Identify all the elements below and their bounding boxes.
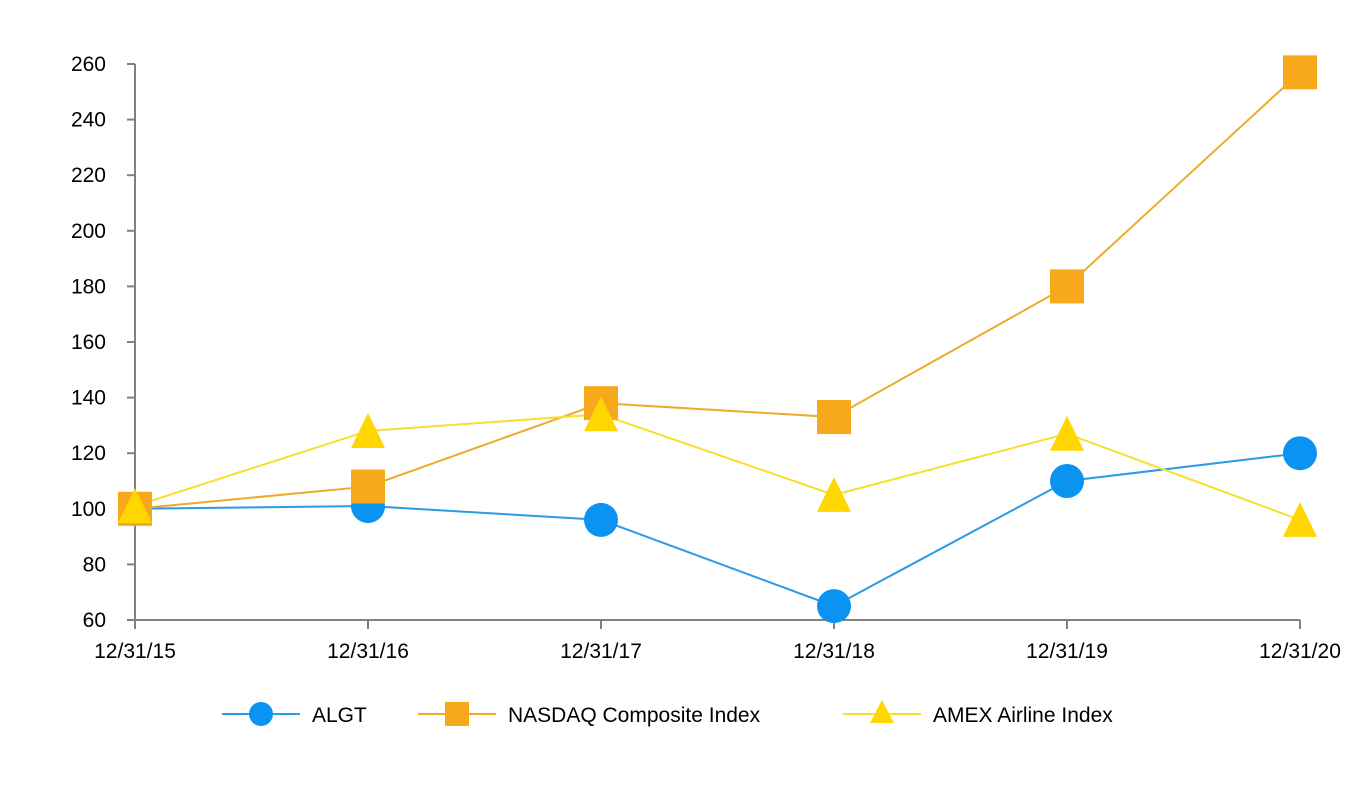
- y-tick-label: 80: [83, 553, 106, 576]
- data-point-algt: [584, 502, 618, 537]
- y-axis-ticks: 60 80 100 120 140 160 180 200 220 240 260: [71, 53, 135, 632]
- y-tick-label: 220: [71, 164, 106, 187]
- y-tick-label: 60: [83, 609, 106, 632]
- y-tick-label: 240: [71, 109, 106, 132]
- legend-label-nasdaq-composite-index: NASDAQ Composite Index: [508, 704, 761, 727]
- series-markers: [118, 55, 1317, 624]
- data-point-algt: [817, 589, 851, 624]
- data-point-algt: [1050, 464, 1084, 498]
- y-tick-label: 180: [71, 275, 106, 298]
- y-tick-label: 120: [71, 442, 106, 465]
- series-line-nasdaq-composite-index: [134, 71, 1301, 510]
- legend: ALGT NASDAQ Composite Index AMEX Airline I…: [222, 700, 1113, 727]
- data-point-algt: [1283, 436, 1317, 471]
- data-point-amex-airline-index: [1050, 415, 1084, 451]
- legend-marker-amex-airline-index: [870, 700, 894, 723]
- data-point-nasdaq-composite-index: [817, 400, 851, 435]
- data-point-amex-airline-index: [1283, 502, 1317, 537]
- x-tick-label: 12/31/17: [560, 640, 642, 663]
- y-tick-label: 200: [71, 220, 106, 243]
- x-tick-label: 12/31/20: [1259, 640, 1341, 663]
- legend-marker-nasdaq-composite-index: [445, 702, 469, 726]
- x-tick-label: 12/31/18: [793, 640, 875, 663]
- y-tick-label: 140: [71, 387, 106, 410]
- x-tick-label: 12/31/16: [327, 640, 409, 663]
- x-tick-label: 12/31/15: [94, 640, 176, 663]
- y-tick-label: 100: [71, 498, 106, 521]
- y-tick-label: 260: [71, 53, 106, 76]
- series-line-algt: [134, 452, 1301, 608]
- data-point-nasdaq-composite-index: [1283, 55, 1317, 90]
- series-lines: [134, 71, 1301, 608]
- y-tick-label: 160: [71, 331, 106, 354]
- x-tick-label: 12/31/19: [1026, 640, 1108, 663]
- x-axis-ticks: 12/31/15 12/31/16 12/31/17 12/31/18 12/31/19…: [94, 620, 1341, 663]
- data-point-nasdaq-composite-index: [1050, 269, 1084, 304]
- series-line-amex-airline-index: [134, 413, 1301, 521]
- data-point-amex-airline-index: [584, 396, 618, 432]
- legend-marker-algt: [249, 702, 273, 726]
- data-point-nasdaq-composite-index: [351, 469, 385, 504]
- data-point-amex-airline-index: [351, 413, 385, 448]
- data-point-amex-airline-index: [118, 488, 152, 524]
- data-point-amex-airline-index: [817, 476, 851, 512]
- legend-label-algt: ALGT: [312, 704, 367, 727]
- legend-label-amex-airline-index: AMEX Airline Index: [933, 704, 1113, 727]
